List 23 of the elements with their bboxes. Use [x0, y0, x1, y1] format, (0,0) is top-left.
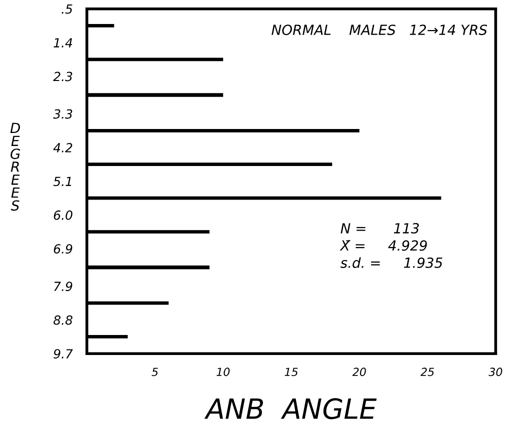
x-tick-label: 10: [216, 368, 230, 376]
annotation: s.d. = 1.935: [340, 257, 442, 268]
y-tick-label: 3.3: [53, 109, 72, 119]
x-axis-title: ANB ANGLE: [204, 398, 377, 420]
y-tick-label: 6.0: [54, 210, 72, 220]
text: NORMAL MALES 12→14 YRS: [272, 24, 488, 36]
x-tick-label: 15: [284, 368, 298, 376]
x-tick-label: 5: [152, 368, 158, 376]
y-tick-label: 2.3: [53, 72, 72, 82]
y-tick-label: 6.9: [54, 244, 72, 254]
annotation: X̄ = 4.929: [340, 240, 427, 251]
annotation: N = 113: [340, 223, 419, 234]
x-tick-label: 30: [488, 368, 502, 376]
y-axis-title: DEGREES: [10, 122, 20, 211]
y-tick-label: 8.8: [54, 315, 72, 325]
y-tick-label: .5: [62, 4, 72, 14]
y-tick-label: 7.9: [54, 282, 72, 292]
y-tick-label: 9.7: [54, 349, 73, 359]
y-tick-label: 4.2: [53, 142, 72, 152]
y-tick-label: 1.4: [54, 38, 72, 48]
x-tick-label: 20: [352, 368, 366, 376]
y-tick-label: 5.1: [53, 176, 72, 186]
x-tick-label: 25: [420, 368, 434, 376]
